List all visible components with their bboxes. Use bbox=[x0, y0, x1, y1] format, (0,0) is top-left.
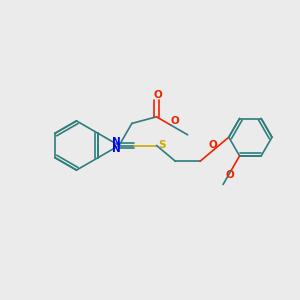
Text: N: N bbox=[112, 144, 121, 154]
Text: S: S bbox=[158, 140, 166, 151]
Text: O: O bbox=[153, 90, 162, 100]
Text: N: N bbox=[112, 136, 121, 147]
Text: O: O bbox=[226, 170, 234, 180]
Text: O: O bbox=[208, 140, 217, 150]
Text: O: O bbox=[170, 116, 179, 126]
